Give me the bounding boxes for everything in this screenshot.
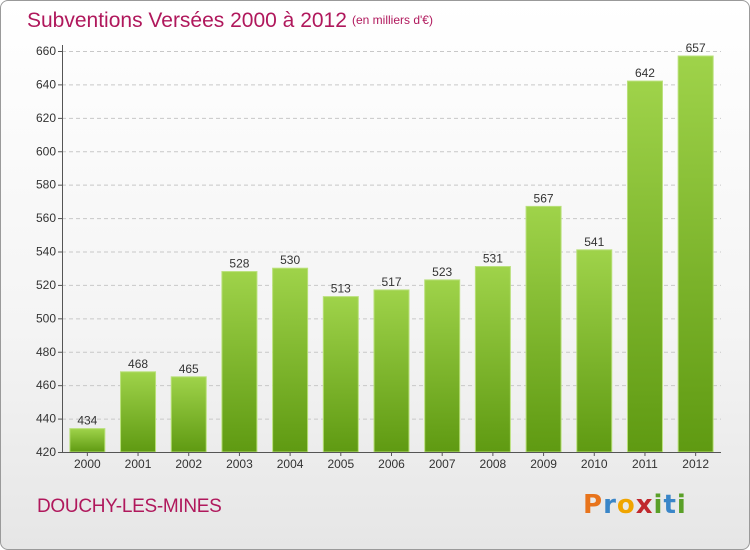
logo-letter: i xyxy=(653,490,664,520)
logo-letter: i xyxy=(676,490,687,520)
bar-2007 xyxy=(424,279,461,453)
data-label-2009: 567 xyxy=(534,191,554,205)
data-label-2007: 523 xyxy=(432,265,452,279)
chart-title: Subventions Versées 2000 à 2012 xyxy=(27,9,347,32)
bar-2010 xyxy=(576,249,613,453)
data-label-2003: 528 xyxy=(229,257,249,271)
bar-2004 xyxy=(272,267,309,453)
bar-2011 xyxy=(626,80,663,453)
x-tick-label: 2010 xyxy=(581,457,608,471)
logo-letter: o xyxy=(616,490,636,520)
y-tick-label: 600 xyxy=(36,144,56,158)
data-label-2000: 434 xyxy=(77,414,97,428)
logo-letter: P xyxy=(583,490,604,520)
data-label-2010: 541 xyxy=(584,235,604,249)
bar-2006 xyxy=(373,289,410,453)
bar-2000 xyxy=(69,428,106,453)
x-tick-label: 2007 xyxy=(429,457,456,471)
x-tick-label: 2003 xyxy=(226,457,253,471)
x-tick-label: 2006 xyxy=(378,457,405,471)
y-tick-label: 460 xyxy=(36,378,56,392)
bar-2001 xyxy=(120,371,157,453)
bar-2003 xyxy=(221,271,258,453)
tick-labels: 420 440 460 480 500 520 540 560 580 600 620 640 660 4… xyxy=(36,41,709,471)
data-label-2005: 513 xyxy=(331,282,351,296)
y-tick-label: 540 xyxy=(36,245,56,259)
y-tick-label: 500 xyxy=(36,311,56,325)
x-tick-label: 2001 xyxy=(125,457,152,471)
bar-2005 xyxy=(322,296,359,453)
data-label-2001: 468 xyxy=(128,357,148,371)
x-tick-label: 2002 xyxy=(175,457,202,471)
logo-letter: x xyxy=(635,490,654,520)
y-tick-label: 520 xyxy=(36,278,56,292)
bar-2012 xyxy=(677,55,714,453)
data-label-2006: 517 xyxy=(381,275,401,289)
y-tick-label: 560 xyxy=(36,211,56,225)
x-tick-label: 2009 xyxy=(530,457,557,471)
y-tick-label: 660 xyxy=(36,44,56,58)
y-tick-label: 640 xyxy=(36,77,56,91)
bar-2002 xyxy=(170,376,207,453)
x-tick-label: 2008 xyxy=(480,457,507,471)
bar-series xyxy=(69,55,714,453)
x-tick-label: 2011 xyxy=(632,457,658,471)
data-label-2008: 531 xyxy=(483,252,503,266)
data-label-2011: 642 xyxy=(635,66,655,80)
proxiti-logo: Proxiti xyxy=(583,490,687,520)
data-label-2002: 465 xyxy=(179,362,199,376)
y-tick-label: 440 xyxy=(36,412,56,426)
x-tick-label: 2004 xyxy=(277,457,304,471)
town-name: DOUCHY-LES-MINES xyxy=(37,496,222,517)
y-tick-label: 480 xyxy=(36,345,56,359)
data-label-2012: 657 xyxy=(686,41,706,55)
axes xyxy=(58,45,721,456)
data-label-2004: 530 xyxy=(280,253,300,267)
x-tick-label: 2012 xyxy=(682,457,709,471)
y-tick-label: 580 xyxy=(36,178,56,192)
y-tick-label: 620 xyxy=(36,111,56,125)
logo-letter: r xyxy=(603,490,617,520)
x-tick-label: 2005 xyxy=(327,457,354,471)
logo-letter: t xyxy=(663,490,677,520)
y-tick-label: 420 xyxy=(36,445,56,459)
bar-2008 xyxy=(474,266,511,453)
bar-2009 xyxy=(525,205,562,453)
x-tick-label: 2000 xyxy=(74,457,101,471)
chart-subtitle: (en milliers d'€) xyxy=(352,13,433,27)
